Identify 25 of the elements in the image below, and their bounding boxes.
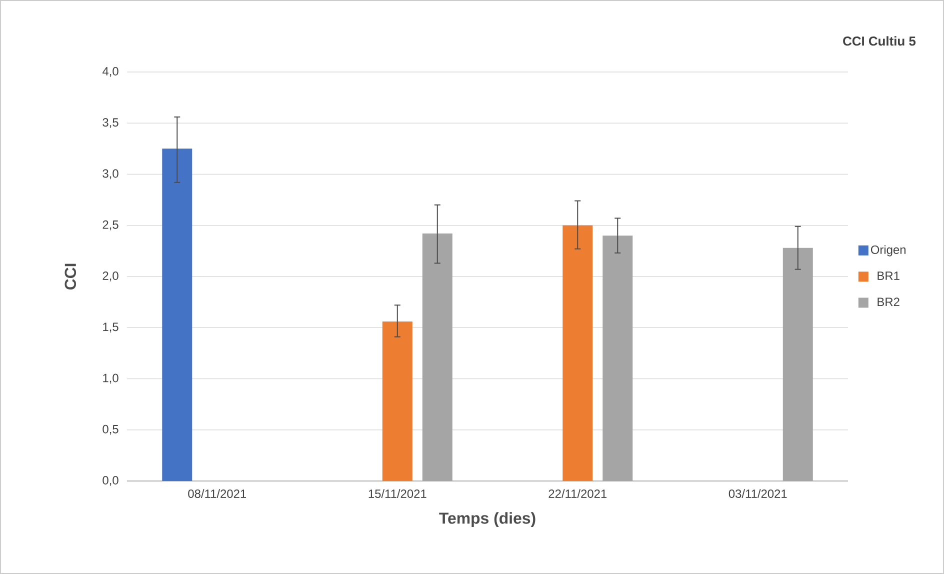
- y-tick-label: 1,5: [103, 322, 118, 332]
- y-tick-label: 0,5: [102, 424, 118, 435]
- text: CCI Cultiu 5: [843, 36, 916, 46]
- x-axis-title: Temps (dies): [439, 512, 536, 527]
- y-tick-label: 3,5: [102, 118, 118, 128]
- bar: [162, 148, 192, 481]
- bar: [422, 234, 452, 481]
- x-tick-label: 08/11/2021: [188, 489, 246, 498]
- bar: [382, 321, 412, 481]
- x-tick-label: 03/11/2021: [728, 489, 787, 498]
- y-tick-label: 2,0: [102, 272, 118, 282]
- y-tick-label: 3,0: [102, 169, 118, 180]
- y-tick-label: 1,0: [103, 374, 118, 384]
- y-tick-label: 0,0: [102, 476, 118, 486]
- bar: [562, 225, 593, 481]
- legend-label: BR2: [878, 298, 900, 306]
- legend-label: BR1: [878, 272, 900, 280]
- x-tick-label: 22/11/2021: [548, 489, 607, 498]
- y-tick-label: 4,0: [102, 67, 118, 77]
- y-axis-title: CCI: [64, 264, 76, 290]
- bar: [782, 248, 813, 481]
- y-tick-label: 2,5: [102, 220, 118, 230]
- legend-label: Origen: [870, 245, 906, 256]
- bar: [602, 236, 633, 481]
- x-tick-label: 15/11/2021: [368, 489, 426, 498]
